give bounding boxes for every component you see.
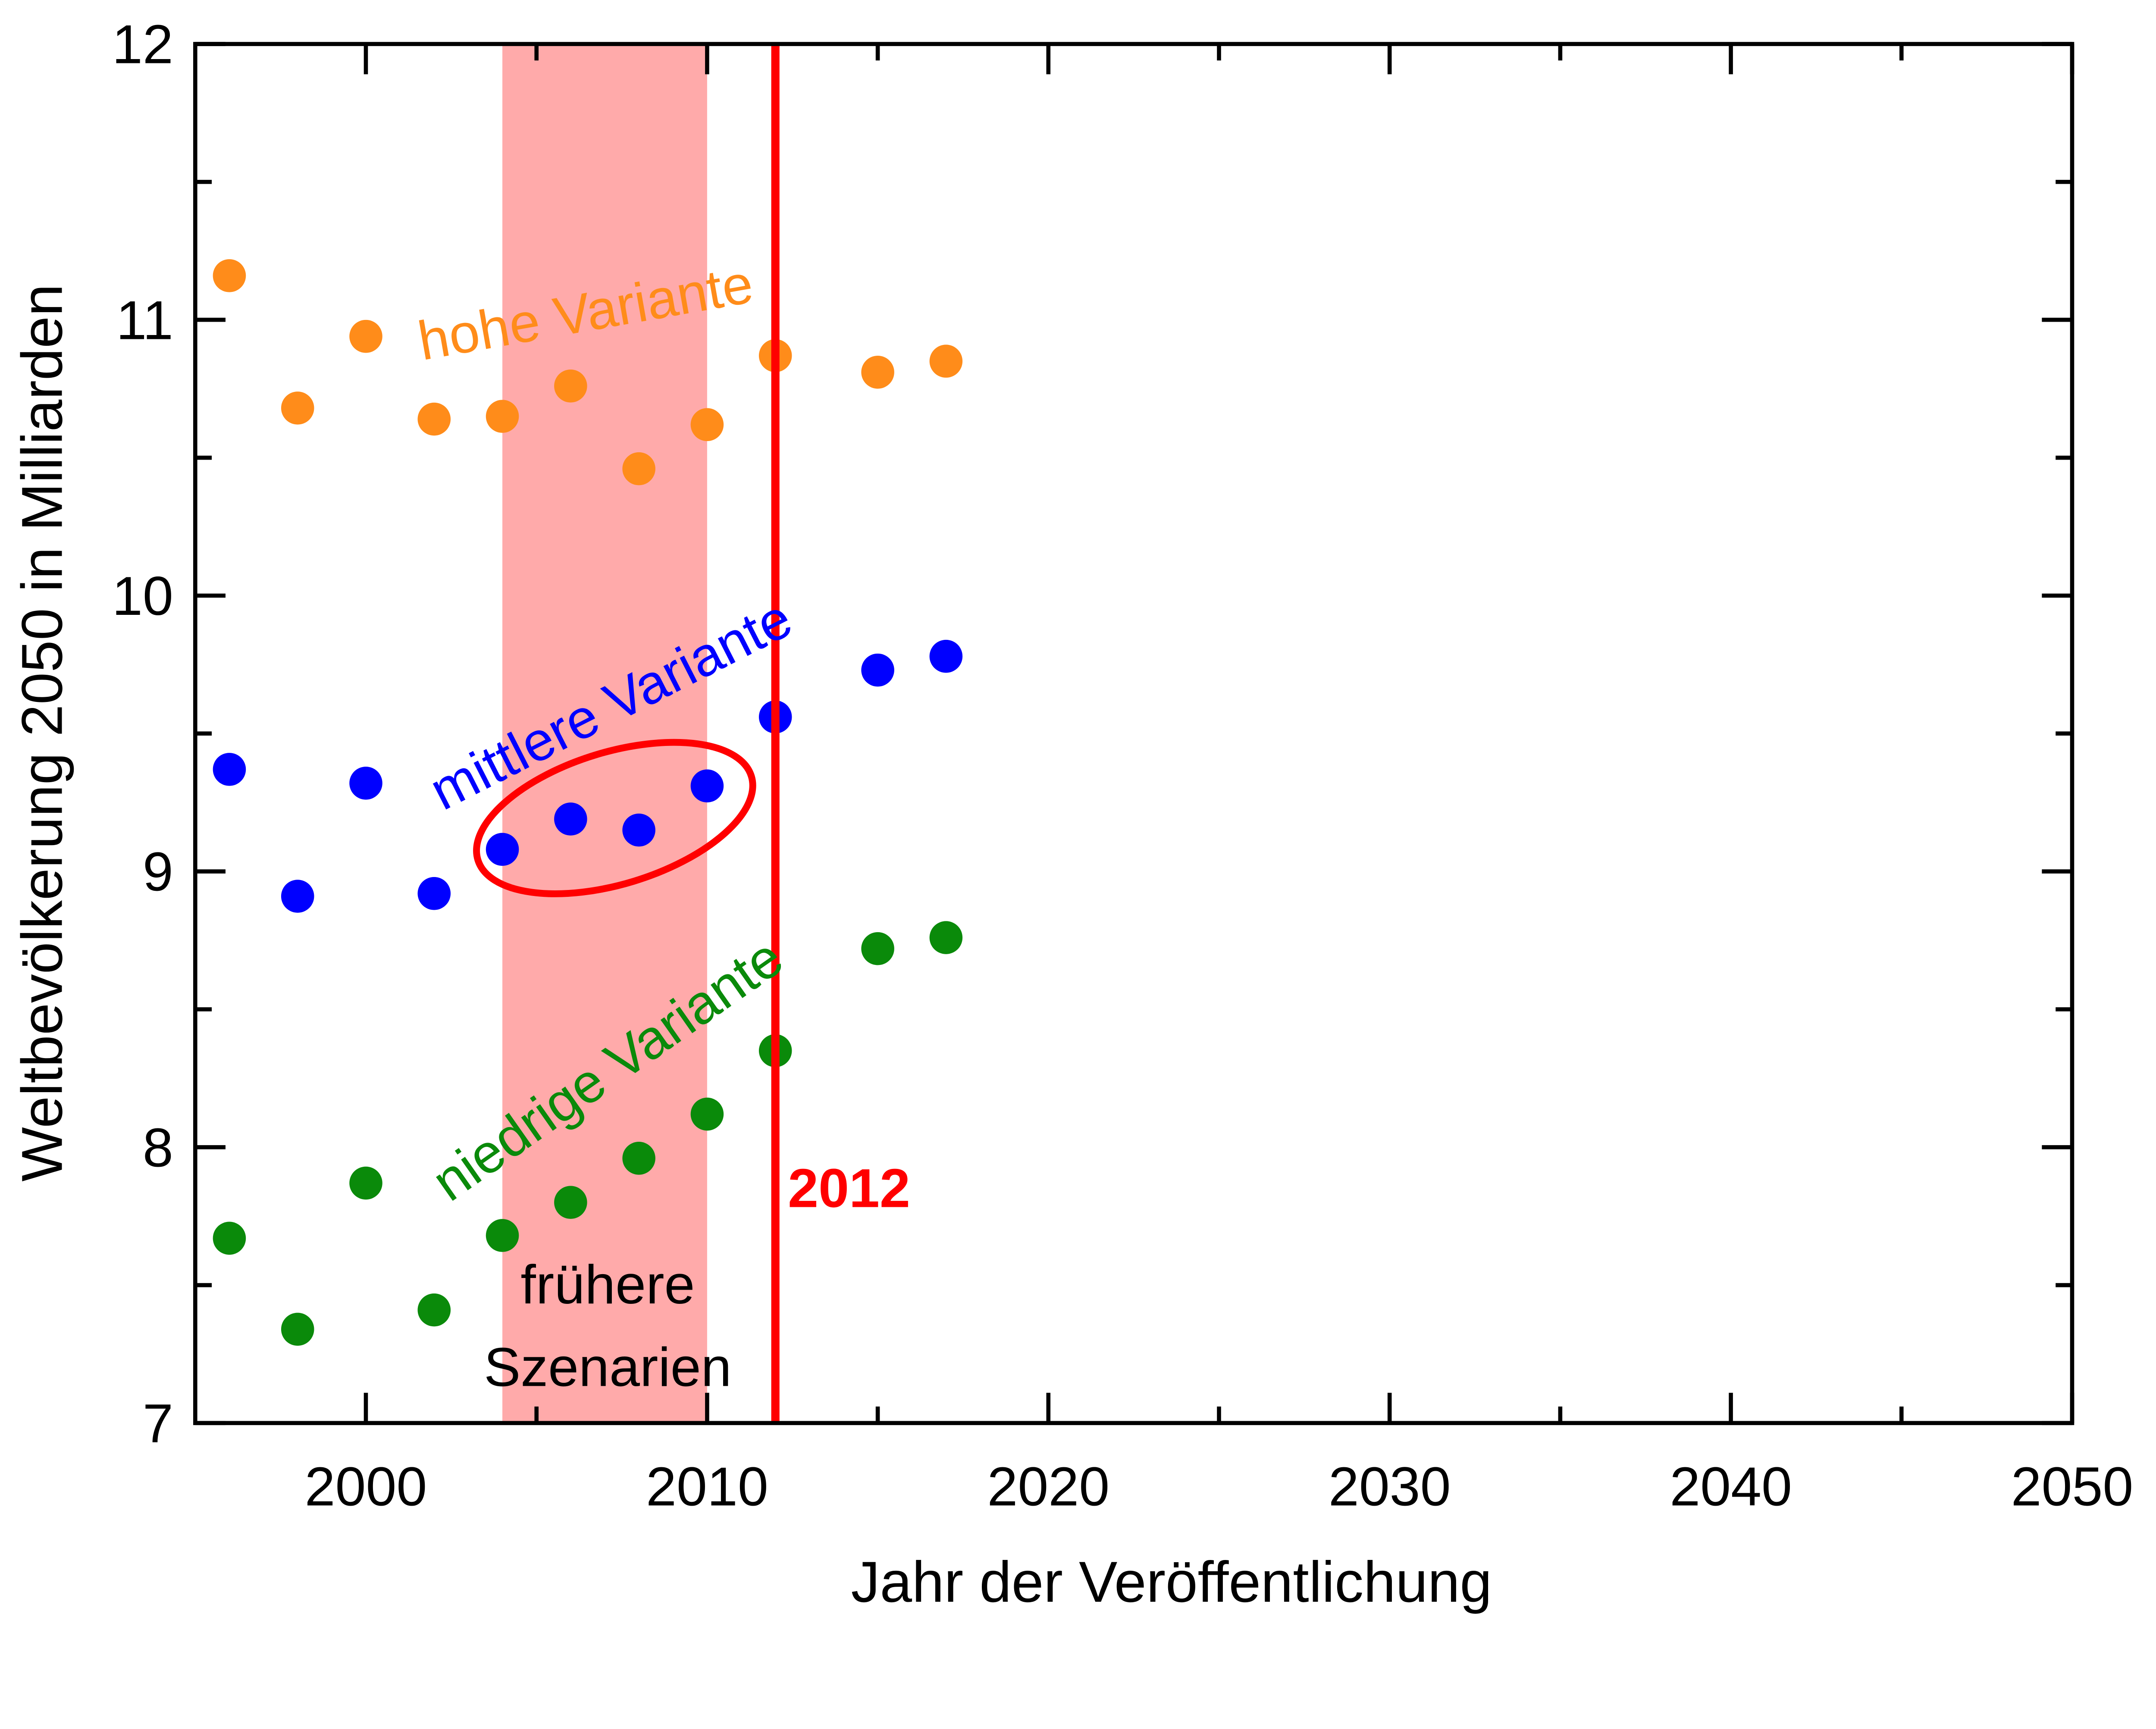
- axis-ticks: [195, 42, 2075, 1425]
- y-tick-label: 7: [143, 1393, 173, 1454]
- x-tick-label: 2020: [987, 1456, 1109, 1518]
- data-point-low: [622, 1142, 655, 1175]
- data-point-low: [690, 1097, 724, 1131]
- data-point-high: [213, 259, 246, 292]
- x-axis-label: Jahr der Veröffentlichung: [851, 1550, 1492, 1614]
- data-point-high: [417, 402, 451, 436]
- x-tick-label: 2040: [1670, 1456, 1792, 1518]
- y-tick-label: 10: [112, 566, 173, 627]
- data-point-mid: [281, 880, 314, 913]
- y-tick-label: 11: [116, 290, 173, 351]
- data-point-mid: [622, 813, 655, 847]
- y-tick-label: 9: [143, 842, 173, 903]
- data-point-high: [622, 452, 655, 485]
- data-point-high: [690, 408, 724, 442]
- tick-labels: 7 8 9 10 11 12 2000 2010 2020 2030 2040 2050: [112, 14, 2133, 1518]
- y-axis-label: Weltbevölkerung 2050 in Milliarden: [10, 284, 74, 1182]
- data-point-high: [554, 369, 587, 403]
- y-tick-label: 8: [143, 1117, 173, 1178]
- x-tick-label: 2000: [305, 1456, 427, 1518]
- data-points: [213, 259, 963, 1346]
- data-point-mid: [690, 769, 724, 803]
- earlier-scenarios-region: [502, 44, 707, 1423]
- data-point-high: [929, 345, 963, 378]
- highlight-ellipse: [473, 739, 756, 897]
- data-point-low: [281, 1312, 314, 1346]
- data-point-high: [349, 319, 382, 353]
- y-tick-label: 12: [112, 14, 173, 75]
- data-point-low: [213, 1222, 246, 1255]
- reference-line-label: 2012: [788, 1158, 910, 1219]
- data-point-mid: [861, 653, 894, 687]
- data-point-mid: [929, 639, 963, 673]
- data-point-low: [929, 921, 963, 954]
- data-point-high: [486, 400, 519, 433]
- data-point-low: [861, 932, 894, 965]
- plot-frame: [193, 42, 2075, 1425]
- x-tick-label: 2030: [1329, 1456, 1451, 1518]
- data-point-low: [486, 1219, 519, 1252]
- region-label-line1: frühere: [520, 1254, 695, 1316]
- region-label-line2: Szenarien: [484, 1337, 731, 1398]
- data-point-mid: [554, 802, 587, 836]
- x-tick-label: 2050: [2011, 1456, 2134, 1518]
- data-point-high: [861, 355, 894, 389]
- data-point-low: [349, 1166, 382, 1200]
- data-point-low: [417, 1293, 451, 1327]
- x-tick-label: 2010: [646, 1456, 768, 1518]
- data-point-mid: [349, 767, 382, 800]
- data-point-low: [554, 1186, 587, 1219]
- data-point-mid: [417, 877, 451, 910]
- data-point-high: [281, 392, 314, 425]
- data-point-mid: [213, 753, 246, 786]
- data-point-mid: [486, 833, 519, 866]
